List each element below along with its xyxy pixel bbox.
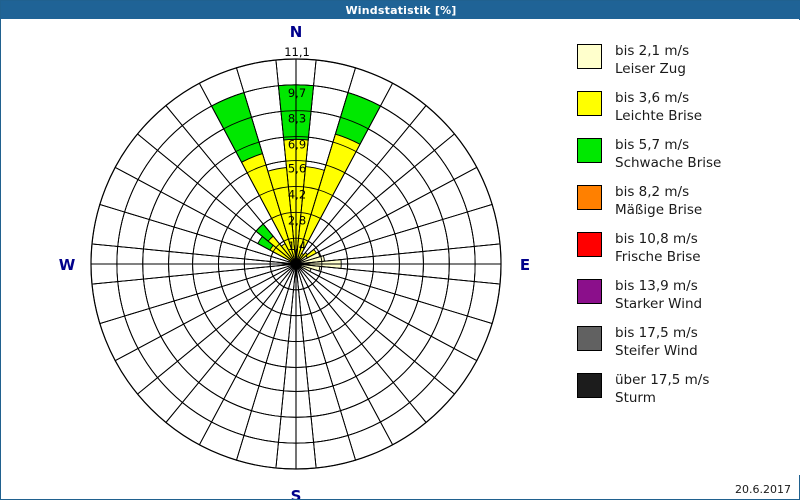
radial-tick-label: 2,8 <box>288 213 306 227</box>
legend-item-leichte-brise: bis 3,6 m/s Leichte Brise <box>577 89 702 125</box>
grid-spoke <box>99 204 297 265</box>
grid-spoke <box>198 82 297 265</box>
legend-swatch-sturm <box>577 373 602 398</box>
legend-item-sturm: über 17,5 m/s Sturm <box>577 371 709 407</box>
legend-item-schwache-brise: bis 5,7 m/s Schwache Brise <box>577 136 721 172</box>
grid-spoke <box>295 263 317 469</box>
legend-speed-range: bis 3,6 m/s <box>615 90 690 106</box>
grid-spoke <box>295 133 455 265</box>
grid-spoke <box>295 105 427 265</box>
compass-labels: N E S W <box>59 23 530 499</box>
grid-spoke <box>295 263 478 362</box>
grid-spoke <box>137 133 297 265</box>
grid-spoke <box>275 59 297 265</box>
grid-spoke <box>99 263 297 324</box>
grid-spoke <box>295 263 501 285</box>
legend-label-leichte-brise: bis 3,6 m/s Leichte Brise <box>615 89 702 125</box>
grid-spoke <box>114 263 297 362</box>
legend-label-schwache-brise: bis 5,7 m/s Schwache Brise <box>615 136 721 172</box>
grid-spoke <box>295 243 501 265</box>
grid-spoke <box>198 263 297 446</box>
grid-spoke <box>137 263 297 395</box>
legend-item-frische-brise: bis 10,8 m/s Frische Brise <box>577 230 701 266</box>
wind-rose-svg: 1,4 2,8 4,2 5,6 6,9 8,3 9,7 11,1 N E S W <box>59 23 530 499</box>
legend-speed-range: bis 2,1 m/s <box>615 43 690 59</box>
legend-beaufort-name: Schwache Brise <box>615 155 722 171</box>
grid-spoke <box>165 105 297 265</box>
grid-spoke <box>295 166 478 265</box>
grid-spoke <box>236 263 297 461</box>
footer-date: 20.6.2017 <box>735 483 791 496</box>
legend-beaufort-name: Leichte Brise <box>615 108 703 124</box>
legend-swatch-steifer-wind <box>577 326 602 351</box>
legend-item-starker-wind: bis 13,9 m/s Starker Wind <box>577 277 702 313</box>
legend-swatch-frische-brise <box>577 232 602 257</box>
grid-spoke <box>275 263 297 469</box>
grid-spoke <box>295 263 356 461</box>
legend-beaufort-name: Frische Brise <box>615 249 701 265</box>
compass-label-south: S <box>291 487 302 499</box>
wind-rose-chart: 1,4 2,8 4,2 5,6 6,9 8,3 9,7 11,1 N E S W <box>2 20 568 499</box>
grid-spoke <box>295 263 455 395</box>
grid-spoke <box>91 243 297 265</box>
legend-beaufort-name: Steifer Wind <box>615 343 698 359</box>
radial-tick-label: 6,9 <box>288 138 306 152</box>
grid-spoke <box>114 166 297 265</box>
legend-label-steifer-wind: bis 17,5 m/s Steifer Wind <box>615 324 698 360</box>
legend-beaufort-name: Starker Wind <box>615 296 703 312</box>
legend-speed-range: über 17,5 m/s <box>615 372 710 388</box>
radial-tick-label: 11,1 <box>284 45 310 59</box>
legend-swatch-leichte-brise <box>577 91 602 116</box>
legend-label-frische-brise: bis 10,8 m/s Frische Brise <box>615 230 701 266</box>
legend-swatch-schwache-brise <box>577 138 602 163</box>
legend-beaufort-name: Mäßige Brise <box>615 202 703 218</box>
legend-speed-range: bis 13,9 m/s <box>615 278 698 294</box>
radial-tick-label: 4,2 <box>288 187 306 201</box>
legend-label-starker-wind: bis 13,9 m/s Starker Wind <box>615 277 702 313</box>
legend-item-steifer-wind: bis 17,5 m/s Steifer Wind <box>577 324 698 360</box>
compass-label-west: W <box>59 256 76 274</box>
legend-speed-range: bis 10,8 m/s <box>615 231 698 247</box>
legend-swatch-starker-wind <box>577 279 602 304</box>
legend-beaufort-name: Leiser Zug <box>615 61 686 77</box>
grid-spoke <box>295 204 493 265</box>
legend-beaufort-name: Sturm <box>615 390 656 406</box>
legend-speed-range: bis 17,5 m/s <box>615 325 698 341</box>
grid-spoke <box>295 263 493 324</box>
grid-spoke <box>295 82 394 265</box>
legend-speed-range: bis 5,7 m/s <box>615 137 690 153</box>
grid-spoke <box>165 263 297 423</box>
grid-spoke <box>236 67 297 265</box>
radial-tick-labels: 1,4 2,8 4,2 5,6 6,9 8,3 9,7 11,1 <box>284 45 310 253</box>
compass-label-east: E <box>520 256 530 274</box>
grid-spoke <box>295 263 427 423</box>
radial-tick-label: 5,6 <box>288 162 306 176</box>
radial-tick-label: 1,4 <box>288 239 306 253</box>
legend-swatch-leiser-zug <box>577 44 602 69</box>
polar-grid-overlay <box>90 58 502 470</box>
legend-item-maessige-brise: bis 8,2 m/s Mäßige Brise <box>577 183 702 219</box>
grid-spoke <box>295 263 394 446</box>
grid-spoke <box>295 59 317 265</box>
radial-tick-label: 8,3 <box>288 112 306 126</box>
compass-label-north: N <box>290 23 303 41</box>
window-titlebar: Windstatistik [%] <box>1 1 800 19</box>
legend-label-maessige-brise: bis 8,2 m/s Mäßige Brise <box>615 183 702 219</box>
legend-swatch-maessige-brise <box>577 185 602 210</box>
window-title: Windstatistik [%] <box>345 3 457 17</box>
legend-label-leiser-zug: bis 2,1 m/s Leiser Zug <box>615 42 689 78</box>
legend: bis 2,1 m/s Leiser Zug bis 3,6 m/s Leichte … <box>571 20 800 475</box>
legend-speed-range: bis 8,2 m/s <box>615 184 690 200</box>
grid-spoke <box>91 263 297 285</box>
grid-spoke <box>295 67 356 265</box>
radial-tick-label: 9,7 <box>288 86 306 100</box>
legend-item-leiser-zug: bis 2,1 m/s Leiser Zug <box>577 42 689 78</box>
legend-label-sturm: über 17,5 m/s Sturm <box>615 371 709 407</box>
